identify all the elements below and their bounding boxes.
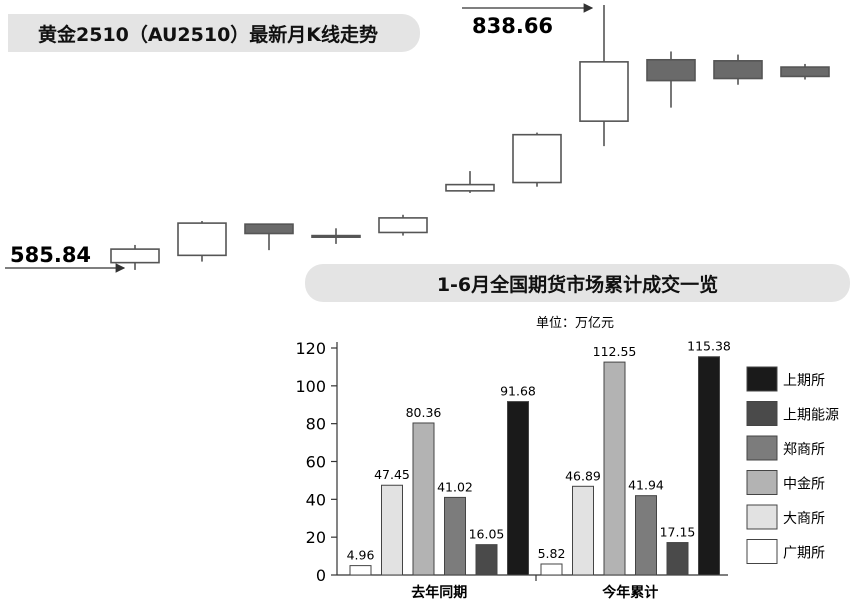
bar-value-label: 115.38 bbox=[687, 339, 731, 354]
bar bbox=[603, 361, 626, 576]
bar-value-label: 4.96 bbox=[347, 548, 375, 563]
legend-swatch bbox=[746, 539, 778, 564]
bar-value-label: 112.55 bbox=[593, 344, 637, 359]
bar bbox=[698, 356, 720, 576]
legend-label: 中金所 bbox=[783, 477, 825, 493]
kline-title-banner: 黄金2510（AU2510）最新月K线走势 bbox=[8, 14, 420, 52]
y-tick-label: 60 bbox=[306, 453, 326, 472]
bar-value-label: 5.82 bbox=[538, 546, 566, 561]
bar bbox=[572, 485, 594, 576]
candle-body bbox=[378, 217, 428, 234]
y-tick-label: 0 bbox=[316, 566, 326, 585]
bar bbox=[475, 544, 498, 576]
x-category-label: 去年同期 bbox=[411, 584, 467, 601]
bar-chart-title-banner: 1-6月全国期货市场累计成交一览 bbox=[305, 264, 850, 302]
candle-body bbox=[445, 183, 495, 192]
candle-body bbox=[244, 223, 294, 235]
legend-label: 上期所 bbox=[783, 373, 825, 389]
bar bbox=[540, 563, 563, 576]
legend-swatch bbox=[746, 435, 778, 461]
candle-body bbox=[110, 248, 160, 264]
bar-value-label: 41.02 bbox=[437, 479, 473, 494]
bar-chart-title: 1-6月全国期货市场累计成交一览 bbox=[436, 273, 719, 296]
candle-body bbox=[579, 61, 629, 122]
bar-value-label: 46.89 bbox=[565, 468, 601, 483]
bar bbox=[349, 565, 372, 576]
bar-value-label: 80.36 bbox=[406, 405, 442, 420]
y-tick-label: 120 bbox=[295, 339, 326, 358]
legend-label: 大商所 bbox=[783, 511, 825, 527]
low-price-label: 585.84 bbox=[10, 243, 91, 267]
candle-body bbox=[177, 222, 227, 257]
legend-swatch bbox=[746, 504, 778, 530]
candle-body bbox=[646, 58, 696, 82]
bar bbox=[635, 495, 657, 576]
bar-value-label: 41.94 bbox=[628, 478, 664, 493]
y-tick-label: 80 bbox=[306, 415, 326, 434]
candle-body bbox=[311, 234, 361, 238]
bar-value-label: 91.68 bbox=[500, 384, 536, 399]
bar bbox=[412, 422, 435, 576]
x-category-label: 今年累计 bbox=[601, 584, 658, 601]
high-price-label: 838.66 bbox=[472, 14, 553, 38]
legend-label: 郑商所 bbox=[783, 442, 825, 458]
bar bbox=[381, 484, 403, 576]
bar-value-label: 17.15 bbox=[660, 525, 696, 540]
chart-subtitle: 单位：万亿元 bbox=[536, 316, 614, 331]
legend-label: 上期能源 bbox=[783, 408, 839, 424]
bar-value-label: 16.05 bbox=[469, 527, 505, 542]
legend-swatch bbox=[746, 470, 778, 495]
candle-body bbox=[713, 60, 763, 80]
legend-label: 广期所 bbox=[783, 546, 825, 562]
candle-body bbox=[512, 133, 562, 184]
y-tick-label: 100 bbox=[295, 377, 326, 396]
candle-body bbox=[780, 66, 830, 78]
bar bbox=[444, 496, 466, 576]
bar bbox=[666, 542, 689, 576]
legend-swatch bbox=[746, 401, 778, 426]
kline-title: 黄金2510（AU2510）最新月K线走势 bbox=[38, 23, 379, 46]
bar-value-label: 47.45 bbox=[374, 467, 410, 482]
legend-swatch bbox=[746, 366, 778, 392]
y-tick-label: 40 bbox=[306, 490, 326, 509]
y-tick-label: 20 bbox=[306, 528, 326, 547]
bar bbox=[507, 401, 529, 576]
